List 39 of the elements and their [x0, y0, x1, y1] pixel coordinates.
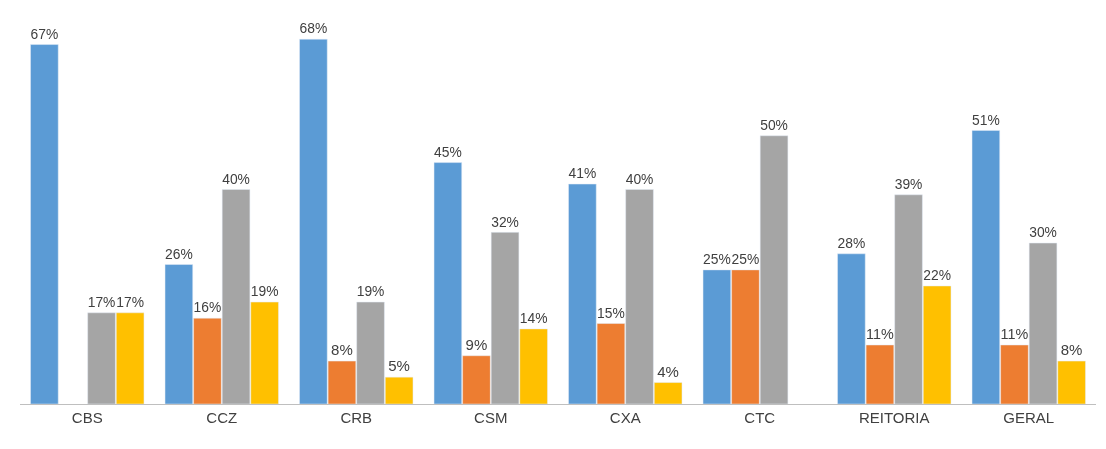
data-label: 4% — [657, 362, 679, 380]
x-tick-label: GERAL — [1003, 409, 1055, 426]
data-label: 22% — [923, 267, 951, 284]
data-label: 50% — [760, 116, 788, 133]
data-label: 11% — [866, 326, 895, 343]
data-label: 11% — [1000, 326, 1029, 343]
data-label: 51% — [972, 111, 1000, 128]
data-label: 8% — [331, 341, 353, 359]
x-tick-label: CCZ — [206, 409, 238, 426]
x-tick-label: CTC — [744, 409, 776, 426]
data-label: 68% — [299, 20, 328, 37]
data-label: 39% — [894, 176, 923, 193]
data-label: 45% — [434, 143, 462, 160]
data-label: 28% — [837, 235, 866, 252]
x-tick-label: CRB — [340, 409, 373, 426]
data-label: 15% — [597, 304, 625, 321]
data-label: 25% — [731, 251, 760, 268]
bar — [30, 44, 59, 404]
data-label: 16% — [193, 299, 222, 316]
data-label: 30% — [1029, 224, 1057, 241]
x-tick-label: REITORIA — [858, 409, 930, 426]
data-label: 5% — [388, 357, 410, 375]
data-label: 26% — [165, 245, 193, 262]
data-label: 19% — [356, 283, 385, 300]
x-tick-label: CSM — [474, 409, 508, 426]
data-label: 17% — [87, 294, 116, 311]
data-label: 9% — [465, 335, 488, 353]
x-tick-label: CXA — [609, 409, 641, 426]
data-label: 8% — [1060, 341, 1083, 359]
data-label: 25% — [703, 251, 731, 268]
data-label: 67% — [30, 25, 59, 42]
data-label: 32% — [491, 213, 519, 230]
data-label: 19% — [250, 283, 279, 300]
data-label: 14% — [519, 310, 548, 327]
data-label: 40% — [625, 170, 654, 187]
data-label: 40% — [222, 170, 250, 187]
x-tick-label: CBS — [71, 409, 103, 426]
data-label: 17% — [116, 294, 144, 311]
data-label: 41% — [568, 165, 597, 182]
